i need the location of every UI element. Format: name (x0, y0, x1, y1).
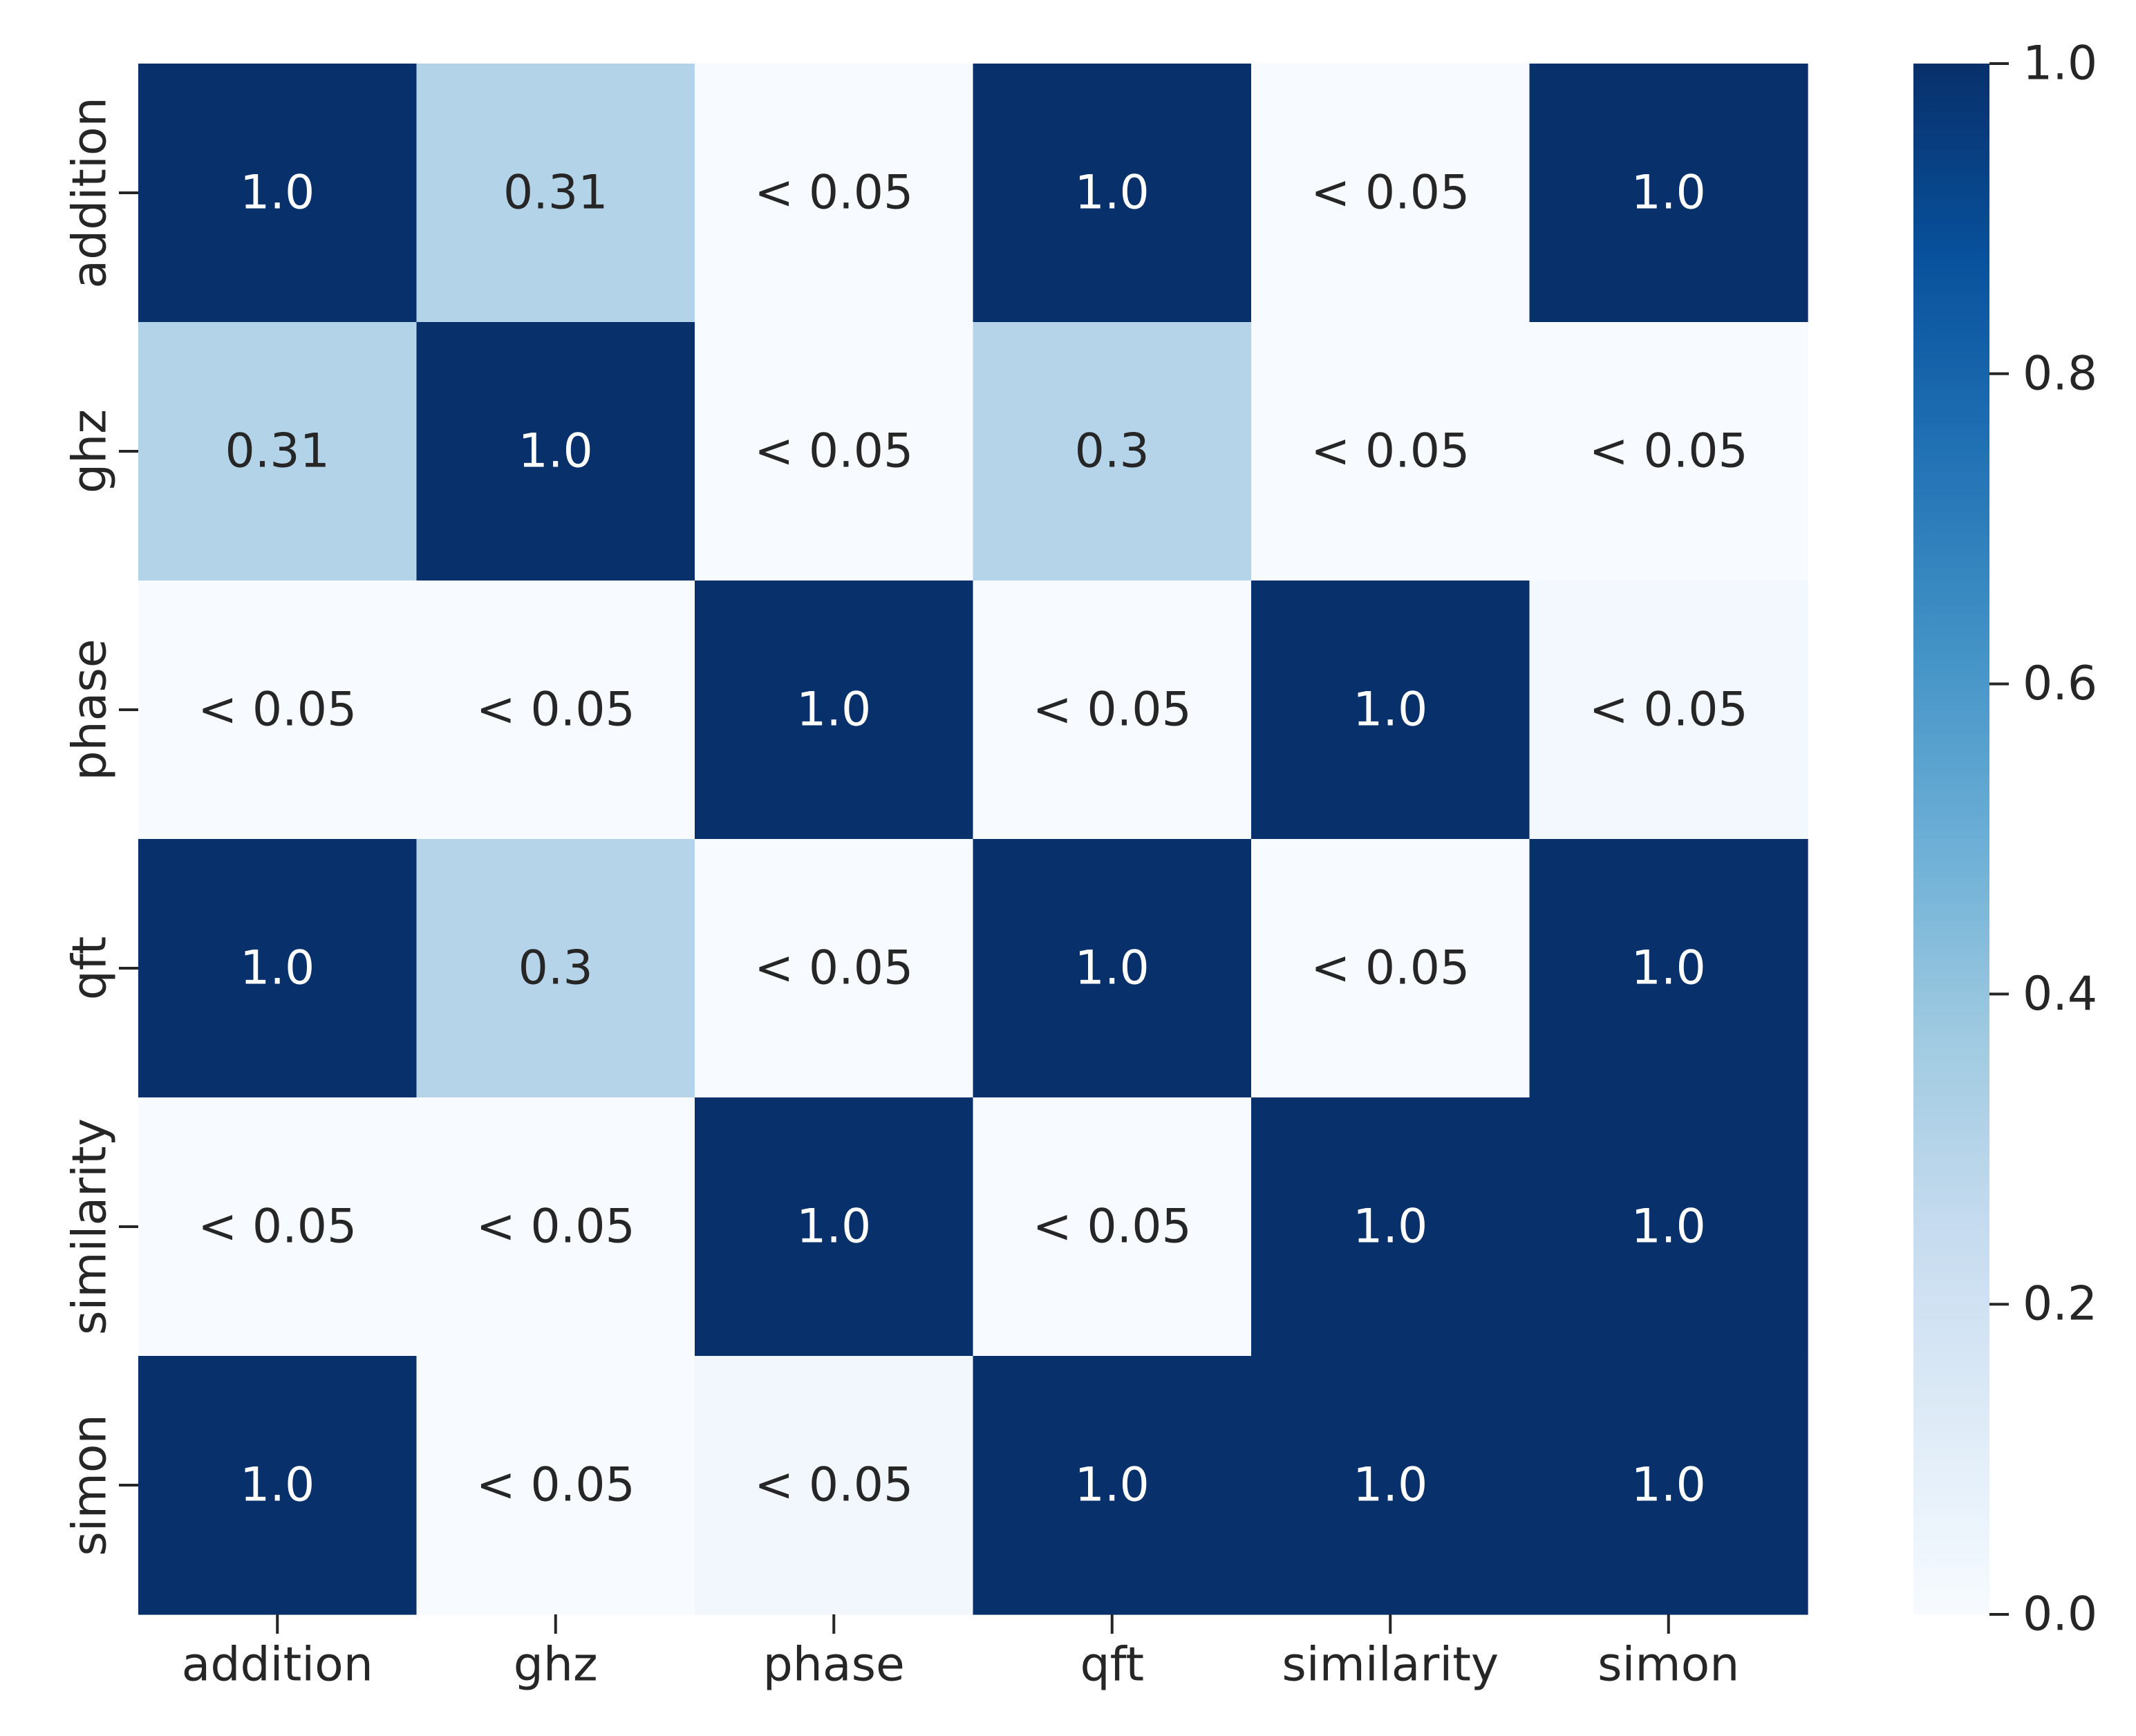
y-tick-label: addition (63, 97, 118, 288)
heatmap-cell (1251, 322, 1530, 581)
cell-annotation: < 0.05 (1589, 424, 1748, 479)
cell-annotation: 1.0 (240, 941, 315, 996)
heatmap-cell (695, 581, 974, 840)
cell-annotation: 0.31 (225, 424, 330, 479)
heatmap-cells (138, 64, 1808, 1615)
y-tick-label: qft (63, 936, 118, 1001)
cell-annotation: 1.0 (796, 1200, 871, 1254)
heatmap-cell (138, 1097, 418, 1357)
heatmap-cell (1251, 64, 1530, 323)
heatmap-cell (973, 1356, 1252, 1615)
heatmap-cell (138, 322, 418, 581)
cell-annotation: < 0.05 (754, 424, 913, 479)
cell-annotation: 1.0 (518, 424, 593, 479)
heatmap-cell (1251, 1097, 1530, 1357)
cell-annotation: < 0.05 (476, 683, 635, 737)
cell-annotation: 1.0 (1353, 1458, 1427, 1513)
colorbar-tick-label: 0.2 (2023, 1277, 2097, 1332)
cell-annotation: < 0.05 (476, 1200, 635, 1254)
x-tick-label: addition (182, 1638, 373, 1692)
heatmap-cell (138, 839, 418, 1098)
cell-annotation: 0.31 (503, 166, 608, 220)
cell-annotation: 0.3 (1075, 424, 1150, 479)
cell-annotation: 1.0 (1075, 941, 1150, 996)
heatmap-cell (1529, 839, 1808, 1098)
heatmap-cell (416, 322, 695, 581)
colorbar-tick-label: 0.4 (2023, 967, 2097, 1021)
heatmap-cell (1529, 64, 1808, 323)
heatmap-cell (416, 839, 695, 1098)
heatmap-cell (973, 322, 1252, 581)
heatmap-cell (416, 1097, 695, 1357)
cell-annotation: 1.0 (1353, 1200, 1427, 1254)
heatmap-cell (695, 322, 974, 581)
cell-annotation: 1.0 (240, 1458, 315, 1513)
cell-annotation: < 0.05 (1033, 1200, 1192, 1254)
heatmap-cell (1529, 322, 1808, 581)
heatmap-cell (695, 839, 974, 1098)
x-tick-label: qft (1080, 1638, 1144, 1692)
heatmap-cell (1251, 839, 1530, 1098)
cell-annotation: < 0.05 (1311, 166, 1470, 220)
cell-annotations: 1.0 0.31 < 0.05 1.0 < 0.05 1.0 0.31 1.0 < 0.05 0.… (198, 166, 1748, 1513)
heatmap-cell (138, 1356, 418, 1615)
heatmap-cell (973, 839, 1252, 1098)
x-tick-label: simon (1598, 1638, 1739, 1692)
colorbar-tick-label: 0.6 (2023, 657, 2097, 711)
cell-annotation: 1.0 (1631, 1200, 1706, 1254)
colorbar-tick-label: 0.0 (2023, 1587, 2097, 1642)
y-axis: addition ghz phase qft similarity simon (63, 97, 138, 1556)
cell-annotation: < 0.05 (476, 1458, 635, 1513)
cell-annotation: 1.0 (796, 683, 871, 737)
cell-annotation: < 0.05 (754, 1458, 913, 1513)
y-tick-label: similarity (63, 1118, 118, 1335)
cell-annotation: < 0.05 (198, 683, 357, 737)
heatmap-cell (1251, 1356, 1530, 1615)
cell-annotation: 1.0 (1353, 683, 1427, 737)
x-tick-label: ghz (514, 1638, 598, 1692)
cell-annotation: 1.0 (1631, 941, 1706, 996)
heatmap-cell (1529, 1097, 1808, 1357)
y-tick-label: simon (63, 1414, 118, 1556)
cell-annotation: < 0.05 (198, 1200, 357, 1254)
x-axis: addition ghz phase qft similarity simon (182, 1614, 1739, 1692)
cell-annotation: < 0.05 (754, 941, 913, 996)
heatmap-cell (416, 1356, 695, 1615)
cell-annotation: 0.3 (518, 941, 593, 996)
cell-annotation: 1.0 (1075, 166, 1150, 220)
heatmap-cell (1251, 581, 1530, 840)
heatmap-cell (695, 64, 974, 323)
heatmap-cell (138, 64, 418, 323)
colorbar-tick-label: 0.8 (2023, 346, 2097, 401)
colorbar-gradient (1913, 64, 1989, 1614)
cell-annotation: < 0.05 (1311, 424, 1470, 479)
cell-annotation: 1.0 (1631, 166, 1706, 220)
cell-annotation: < 0.05 (754, 166, 913, 220)
cell-annotation: 1.0 (240, 166, 315, 220)
heatmap-cell (138, 581, 418, 840)
heatmap-cell (1529, 581, 1808, 840)
colorbar-tick-label: 1.0 (2023, 37, 2097, 91)
heatmap-cell (973, 1097, 1252, 1357)
cell-annotation: < 0.05 (1033, 683, 1192, 737)
y-tick-label: ghz (63, 409, 118, 493)
cell-annotation: 1.0 (1075, 1458, 1150, 1513)
heatmap-cell (973, 581, 1252, 840)
cell-annotation: < 0.05 (1589, 683, 1748, 737)
heatmap-cell (695, 1097, 974, 1357)
heatmap-cell (695, 1356, 974, 1615)
cell-annotation: < 0.05 (1311, 941, 1470, 996)
y-tick-label: phase (63, 639, 118, 780)
colorbar: 0.0 0.2 0.4 0.6 0.8 1.0 (1913, 37, 2097, 1642)
heatmap-cell (416, 581, 695, 840)
x-tick-label: similarity (1282, 1638, 1499, 1692)
heatmap-cell (973, 64, 1252, 323)
heatmap-cell (1529, 1356, 1808, 1615)
heatmap-cell (416, 64, 695, 323)
x-tick-label: phase (763, 1638, 905, 1692)
cell-annotation: 1.0 (1631, 1458, 1706, 1513)
